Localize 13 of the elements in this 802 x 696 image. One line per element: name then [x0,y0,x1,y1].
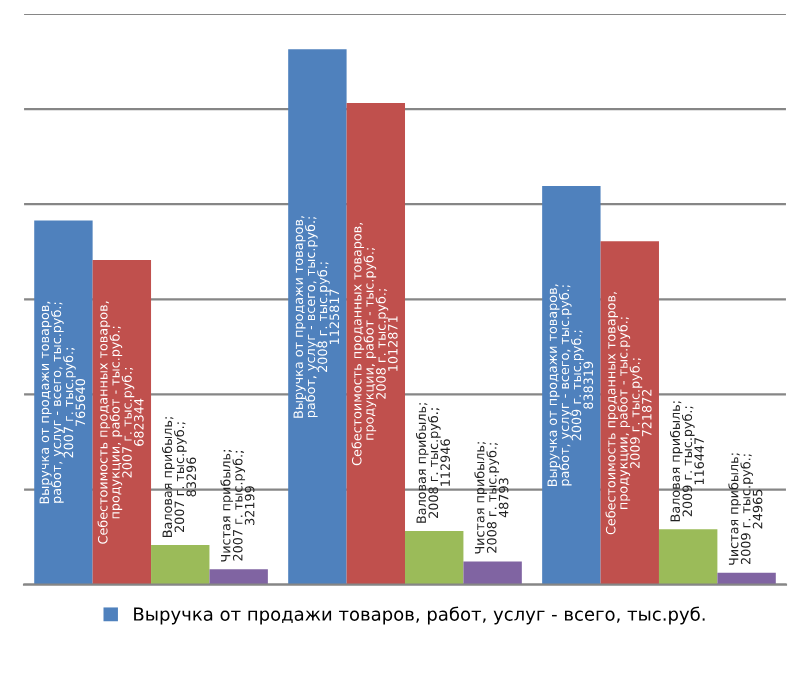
bar [346,102,406,585]
bar [405,530,464,585]
bar [209,569,268,585]
bar [463,561,522,585]
bar [288,49,347,585]
bar [542,185,601,585]
bar [658,529,718,585]
bar [600,241,659,585]
bar [92,260,152,585]
bar [151,545,210,585]
bar [34,220,93,585]
legend-label: Выручка от продажи товаров, работ, услуг - всего, тыс.руб. [134,606,705,625]
bar [717,572,776,585]
